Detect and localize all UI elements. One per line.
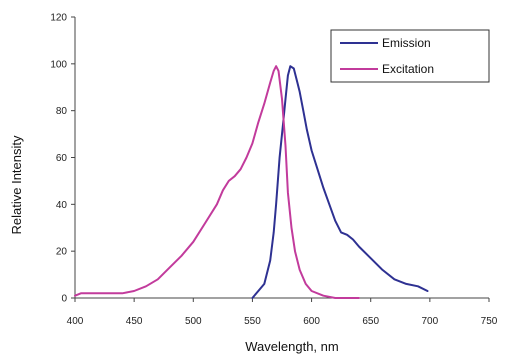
y-tick-label: 0 bbox=[61, 294, 67, 305]
y-tick-label: 120 bbox=[50, 13, 67, 24]
legend-box bbox=[330, 29, 490, 83]
series-line-excitation bbox=[74, 65, 360, 299]
x-axis-label: Wavelength, nm bbox=[245, 339, 338, 354]
x-tick-label: 550 bbox=[244, 316, 261, 327]
x-tick-label: 700 bbox=[422, 316, 439, 327]
y-tick-label: 40 bbox=[56, 200, 68, 211]
x-tick-label: 500 bbox=[185, 316, 202, 327]
legend-label-emission: Emission bbox=[382, 36, 431, 50]
y-axis-label: Relative Intensity bbox=[9, 135, 24, 234]
y-tick-label: 20 bbox=[56, 247, 68, 258]
x-tick-label: 750 bbox=[481, 316, 498, 327]
legend-label-excitation: Excitation bbox=[382, 62, 434, 76]
x-tick-label: 600 bbox=[303, 316, 320, 327]
plot-area: 0 20 40 60 80 100 120 400 450 500 550 600 650 700 750 bbox=[50, 13, 497, 328]
y-tick-label: 100 bbox=[50, 59, 67, 70]
x-tick-label: 450 bbox=[126, 316, 143, 327]
x-tick-label: 650 bbox=[362, 316, 379, 327]
legend: Emission Excitation bbox=[330, 29, 490, 83]
series-line-emission bbox=[251, 65, 429, 299]
y-tick-label: 60 bbox=[56, 153, 68, 164]
y-tick-label: 80 bbox=[56, 106, 68, 117]
x-tick-label: 400 bbox=[67, 316, 84, 327]
